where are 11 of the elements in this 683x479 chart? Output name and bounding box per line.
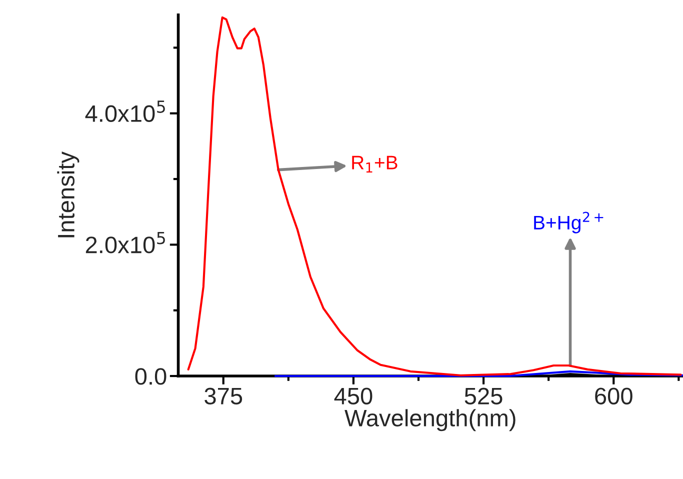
x-tick-label: 450 — [334, 388, 372, 404]
x-tick-label: 375 — [204, 388, 242, 404]
annotation: B+Hg$^{2+}$ — [534, 212, 604, 234]
x-tick-label: 525 — [464, 388, 502, 404]
y-tick-label: 4.0x10$^{5}$ — [85, 100, 165, 122]
y-axis-title: Intensity — [57, 152, 80, 238]
x-axis-title: Wavelength(nm) — [344, 409, 516, 432]
x-tick-label: 600 — [595, 388, 632, 404]
y-tick-label: 0.0 — [135, 368, 166, 385]
y-tick-label: 2.0x10$^{5}$ — [86, 232, 165, 254]
annotation: R$_{1}$+B — [352, 156, 398, 172]
